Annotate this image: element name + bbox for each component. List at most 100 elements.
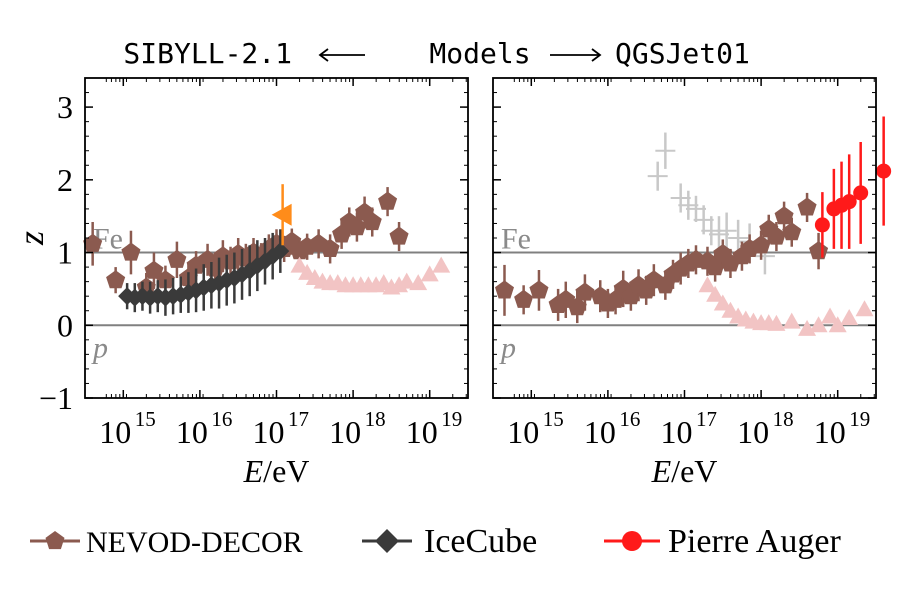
data-point (290, 256, 309, 273)
header-right-model: QGSJet01 (615, 37, 750, 70)
left-arrow-head (318, 48, 329, 62)
series-triangle-left (271, 184, 292, 246)
data-point (876, 163, 892, 179)
data-point (495, 280, 514, 299)
diamond-marker-icon (375, 529, 399, 553)
legend-item-icecube: IceCube (362, 523, 537, 560)
legend-label-auger: Pierre Auger (668, 523, 841, 560)
legend-label-nevod: NEVOD-DECOR (86, 526, 303, 559)
data-point (167, 249, 187, 268)
series-triangle (698, 276, 874, 336)
data-point (121, 242, 141, 261)
x-tick-label: 10 (661, 414, 693, 450)
data-point (118, 287, 137, 306)
data-point (841, 194, 857, 210)
x-tick-label: 10 (584, 414, 616, 450)
data-point (821, 307, 840, 324)
x-tick-exponent: 19 (441, 407, 462, 431)
data-point (698, 276, 717, 293)
legend: NEVOD-DECOR IceCube Pierre Auger (30, 523, 841, 560)
y-tick-label: 2 (57, 162, 73, 198)
reference-label-p: p (91, 331, 108, 364)
legend-item-auger: Pierre Auger (604, 523, 841, 560)
x-tick-exponent: 18 (773, 407, 794, 431)
data-point (809, 241, 829, 260)
right-arrow-head (591, 48, 602, 62)
data-point (782, 312, 801, 329)
x-axis-label: E/eV (243, 453, 310, 489)
data-point (271, 242, 290, 261)
data-point (766, 226, 786, 245)
x-tick-exponent: 18 (365, 407, 386, 431)
y-axis-label: z (11, 231, 51, 246)
x-tick-label: 10 (329, 414, 361, 450)
x-axis-label: E/eV (651, 453, 718, 489)
reference-label-p: p (499, 331, 516, 364)
y-tick-label: −1 (39, 380, 73, 416)
data-point (271, 203, 292, 226)
x-tick-label: 10 (406, 414, 438, 450)
x-tick-label: 10 (737, 414, 769, 450)
data-point (751, 235, 771, 254)
x-axis-label-symbol: E (651, 453, 672, 489)
data-point (144, 260, 164, 279)
data-point (432, 256, 451, 273)
x-tick-label: 10 (507, 414, 539, 450)
data-point (575, 282, 595, 301)
y-tick-label: 3 (57, 89, 73, 125)
x-tick-exponent: 16 (619, 407, 640, 431)
x-tick-exponent: 17 (696, 407, 717, 431)
x-axis-label-unit: /eV (671, 453, 717, 489)
data-point (809, 316, 828, 333)
series-nevod-decor (495, 192, 829, 324)
data-point (853, 185, 869, 201)
data-point (420, 265, 439, 282)
x-tick-label: 10 (253, 414, 285, 450)
x-tick-label: 10 (99, 414, 131, 450)
header-center: Models (429, 37, 530, 70)
data-point (106, 270, 126, 289)
x-tick-label: 10 (176, 414, 208, 450)
data-point (782, 222, 802, 241)
x-tick-exponent: 17 (288, 407, 309, 431)
x-axis-label-symbol: E (243, 453, 264, 489)
data-point (567, 297, 587, 316)
data-point (767, 314, 786, 331)
x-tick-exponent: 16 (211, 407, 232, 431)
x-tick-exponent: 19 (849, 407, 870, 431)
y-tick-label: 1 (57, 235, 73, 271)
series-triangle (290, 256, 451, 295)
pentagon-marker-icon (45, 531, 65, 550)
data-point (706, 285, 725, 302)
data-point (529, 280, 549, 299)
y-tick-label: 0 (57, 307, 73, 343)
data-point (814, 217, 830, 233)
data-point (397, 272, 416, 289)
header-left-model: SIBYLL-2.1 (123, 37, 292, 70)
data-point (514, 289, 534, 308)
data-point (855, 300, 874, 317)
reference-label-fe: Fe (501, 223, 531, 256)
data-point (774, 206, 794, 225)
series-pierre-auger (814, 116, 892, 258)
data-point (155, 270, 175, 289)
data-point (362, 212, 382, 231)
x-tick-label: 10 (814, 414, 846, 450)
x-axis-label-unit: /eV (263, 453, 309, 489)
legend-item-nevod: NEVOD-DECOR (30, 526, 303, 559)
data-point (378, 191, 398, 210)
data-point (713, 294, 732, 311)
data-point (320, 238, 340, 257)
data-point (797, 197, 817, 216)
data-point (389, 226, 409, 245)
data-point (828, 316, 847, 333)
data-point (409, 274, 428, 291)
x-tick-exponent: 15 (543, 407, 564, 431)
series-icecube (118, 229, 290, 316)
legend-label-icecube: IceCube (424, 523, 537, 560)
data-point (840, 309, 859, 325)
data-point (347, 217, 367, 236)
